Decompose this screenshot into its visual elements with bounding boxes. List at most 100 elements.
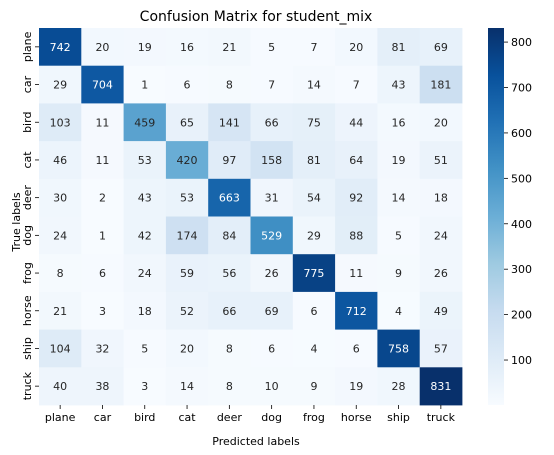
heatmap-cell (292, 216, 336, 255)
y-tick-label: ship (21, 337, 34, 360)
cell-value-label: 66 (265, 116, 279, 129)
x-tick-label: deer (217, 411, 243, 424)
cell-value-label: 103 (50, 116, 71, 129)
cell-value-label: 69 (265, 305, 279, 318)
heatmap-cell (208, 367, 251, 406)
cell-value-label: 24 (138, 267, 152, 280)
heatmap-cell (165, 103, 209, 142)
heatmap-cell (250, 141, 294, 180)
chart-title: Confusion Matrix for student_mix (140, 9, 373, 25)
heatmap-cell (419, 254, 463, 293)
cell-value-label: 75 (307, 116, 321, 129)
cell-value-label: 420 (177, 154, 198, 167)
heatmap-cell (250, 65, 294, 104)
heatmap-cell (250, 254, 294, 293)
heatmap-cell (165, 367, 209, 406)
heatmap-cell (165, 291, 209, 330)
cell-value-label: 97 (222, 154, 236, 167)
heatmap-cell (250, 216, 294, 255)
cell-value-label: 6 (268, 342, 275, 355)
heatmap-cell (81, 291, 124, 330)
cell-value-label: 19 (349, 380, 363, 393)
cell-value-label: 88 (349, 229, 363, 242)
cell-value-label: 7 (310, 41, 317, 54)
heatmap-cell (419, 329, 463, 368)
cell-value-label: 9 (310, 380, 317, 393)
y-tick-label: car (21, 75, 34, 93)
heatmap-cell (39, 367, 82, 406)
cell-value-label: 3 (99, 305, 106, 318)
cell-value-label: 26 (265, 267, 279, 280)
cell-value-label: 38 (95, 380, 109, 393)
heatmap-cell (165, 254, 209, 293)
heatmap-cell (250, 103, 294, 142)
heatmap-cell (292, 103, 336, 142)
x-tick-label: bird (134, 411, 155, 424)
cell-value-label: 9 (395, 267, 402, 280)
cell-value-label: 104 (50, 342, 71, 355)
heatmap-cell (208, 178, 251, 217)
x-tick-label: ship (387, 411, 410, 424)
heatmap-cell (250, 178, 294, 217)
heatmap-cell (123, 329, 167, 368)
cell-value-label: 59 (180, 267, 194, 280)
heatmap-cell (81, 65, 124, 104)
cell-value-label: 663 (219, 192, 240, 205)
cell-value-label: 43 (392, 79, 406, 92)
cell-value-label: 181 (430, 79, 451, 92)
heatmap-cell (208, 329, 251, 368)
cell-value-label: 4 (395, 305, 402, 318)
heatmap-cell (419, 291, 463, 330)
cell-value-label: 81 (392, 41, 406, 54)
cell-value-label: 6 (353, 342, 360, 355)
heatmap-cell (419, 103, 463, 142)
cell-value-label: 14 (392, 192, 406, 205)
cell-value-label: 20 (349, 41, 363, 54)
cell-value-label: 21 (53, 305, 67, 318)
x-axis-label: Predicted labels (212, 435, 300, 448)
y-tick-label: horse (21, 295, 34, 326)
cell-value-label: 11 (95, 116, 109, 129)
heatmap-cell (123, 28, 167, 67)
heatmap-cell (39, 28, 82, 67)
heatmap-cell (165, 329, 209, 368)
heatmap-cell (39, 65, 82, 104)
heatmap-cell (81, 329, 124, 368)
cell-value-label: 8 (226, 380, 233, 393)
heatmap-cell (250, 329, 294, 368)
cell-value-label: 43 (138, 192, 152, 205)
cell-value-label: 65 (180, 116, 194, 129)
x-tick-label: horse (341, 411, 372, 424)
cell-value-label: 32 (95, 342, 109, 355)
cell-value-label: 24 (53, 229, 67, 242)
heatmap-cell (377, 291, 421, 330)
heatmap-cell (335, 254, 378, 293)
cell-value-label: 42 (138, 229, 152, 242)
cell-value-label: 8 (226, 342, 233, 355)
cell-value-label: 20 (95, 41, 109, 54)
heatmap-cell (292, 28, 336, 67)
cell-value-label: 44 (349, 116, 363, 129)
colorbar-tick-label: 200 (511, 309, 532, 322)
cell-value-label: 53 (138, 154, 152, 167)
cell-value-label: 53 (180, 192, 194, 205)
heatmap-cell (123, 178, 167, 217)
colorbar: 100 200 300 400 500 600 700 800 (488, 28, 532, 405)
heatmap-cell (335, 28, 378, 67)
cell-value-label: 8 (57, 267, 64, 280)
cell-value-label: 529 (261, 229, 282, 242)
heatmap-cell (335, 178, 378, 217)
x-tick-label: car (94, 411, 112, 424)
heatmap-cell (335, 291, 378, 330)
colorbar-tick-label: 100 (511, 354, 532, 367)
cell-value-label: 49 (434, 305, 448, 318)
x-tick-label: frog (303, 411, 325, 424)
cell-value-label: 28 (392, 380, 406, 393)
cell-value-label: 459 (134, 116, 155, 129)
heatmap-cell (81, 254, 124, 293)
cell-value-label: 5 (395, 229, 402, 242)
cell-value-label: 1 (99, 229, 106, 242)
cell-value-label: 775 (303, 267, 324, 280)
